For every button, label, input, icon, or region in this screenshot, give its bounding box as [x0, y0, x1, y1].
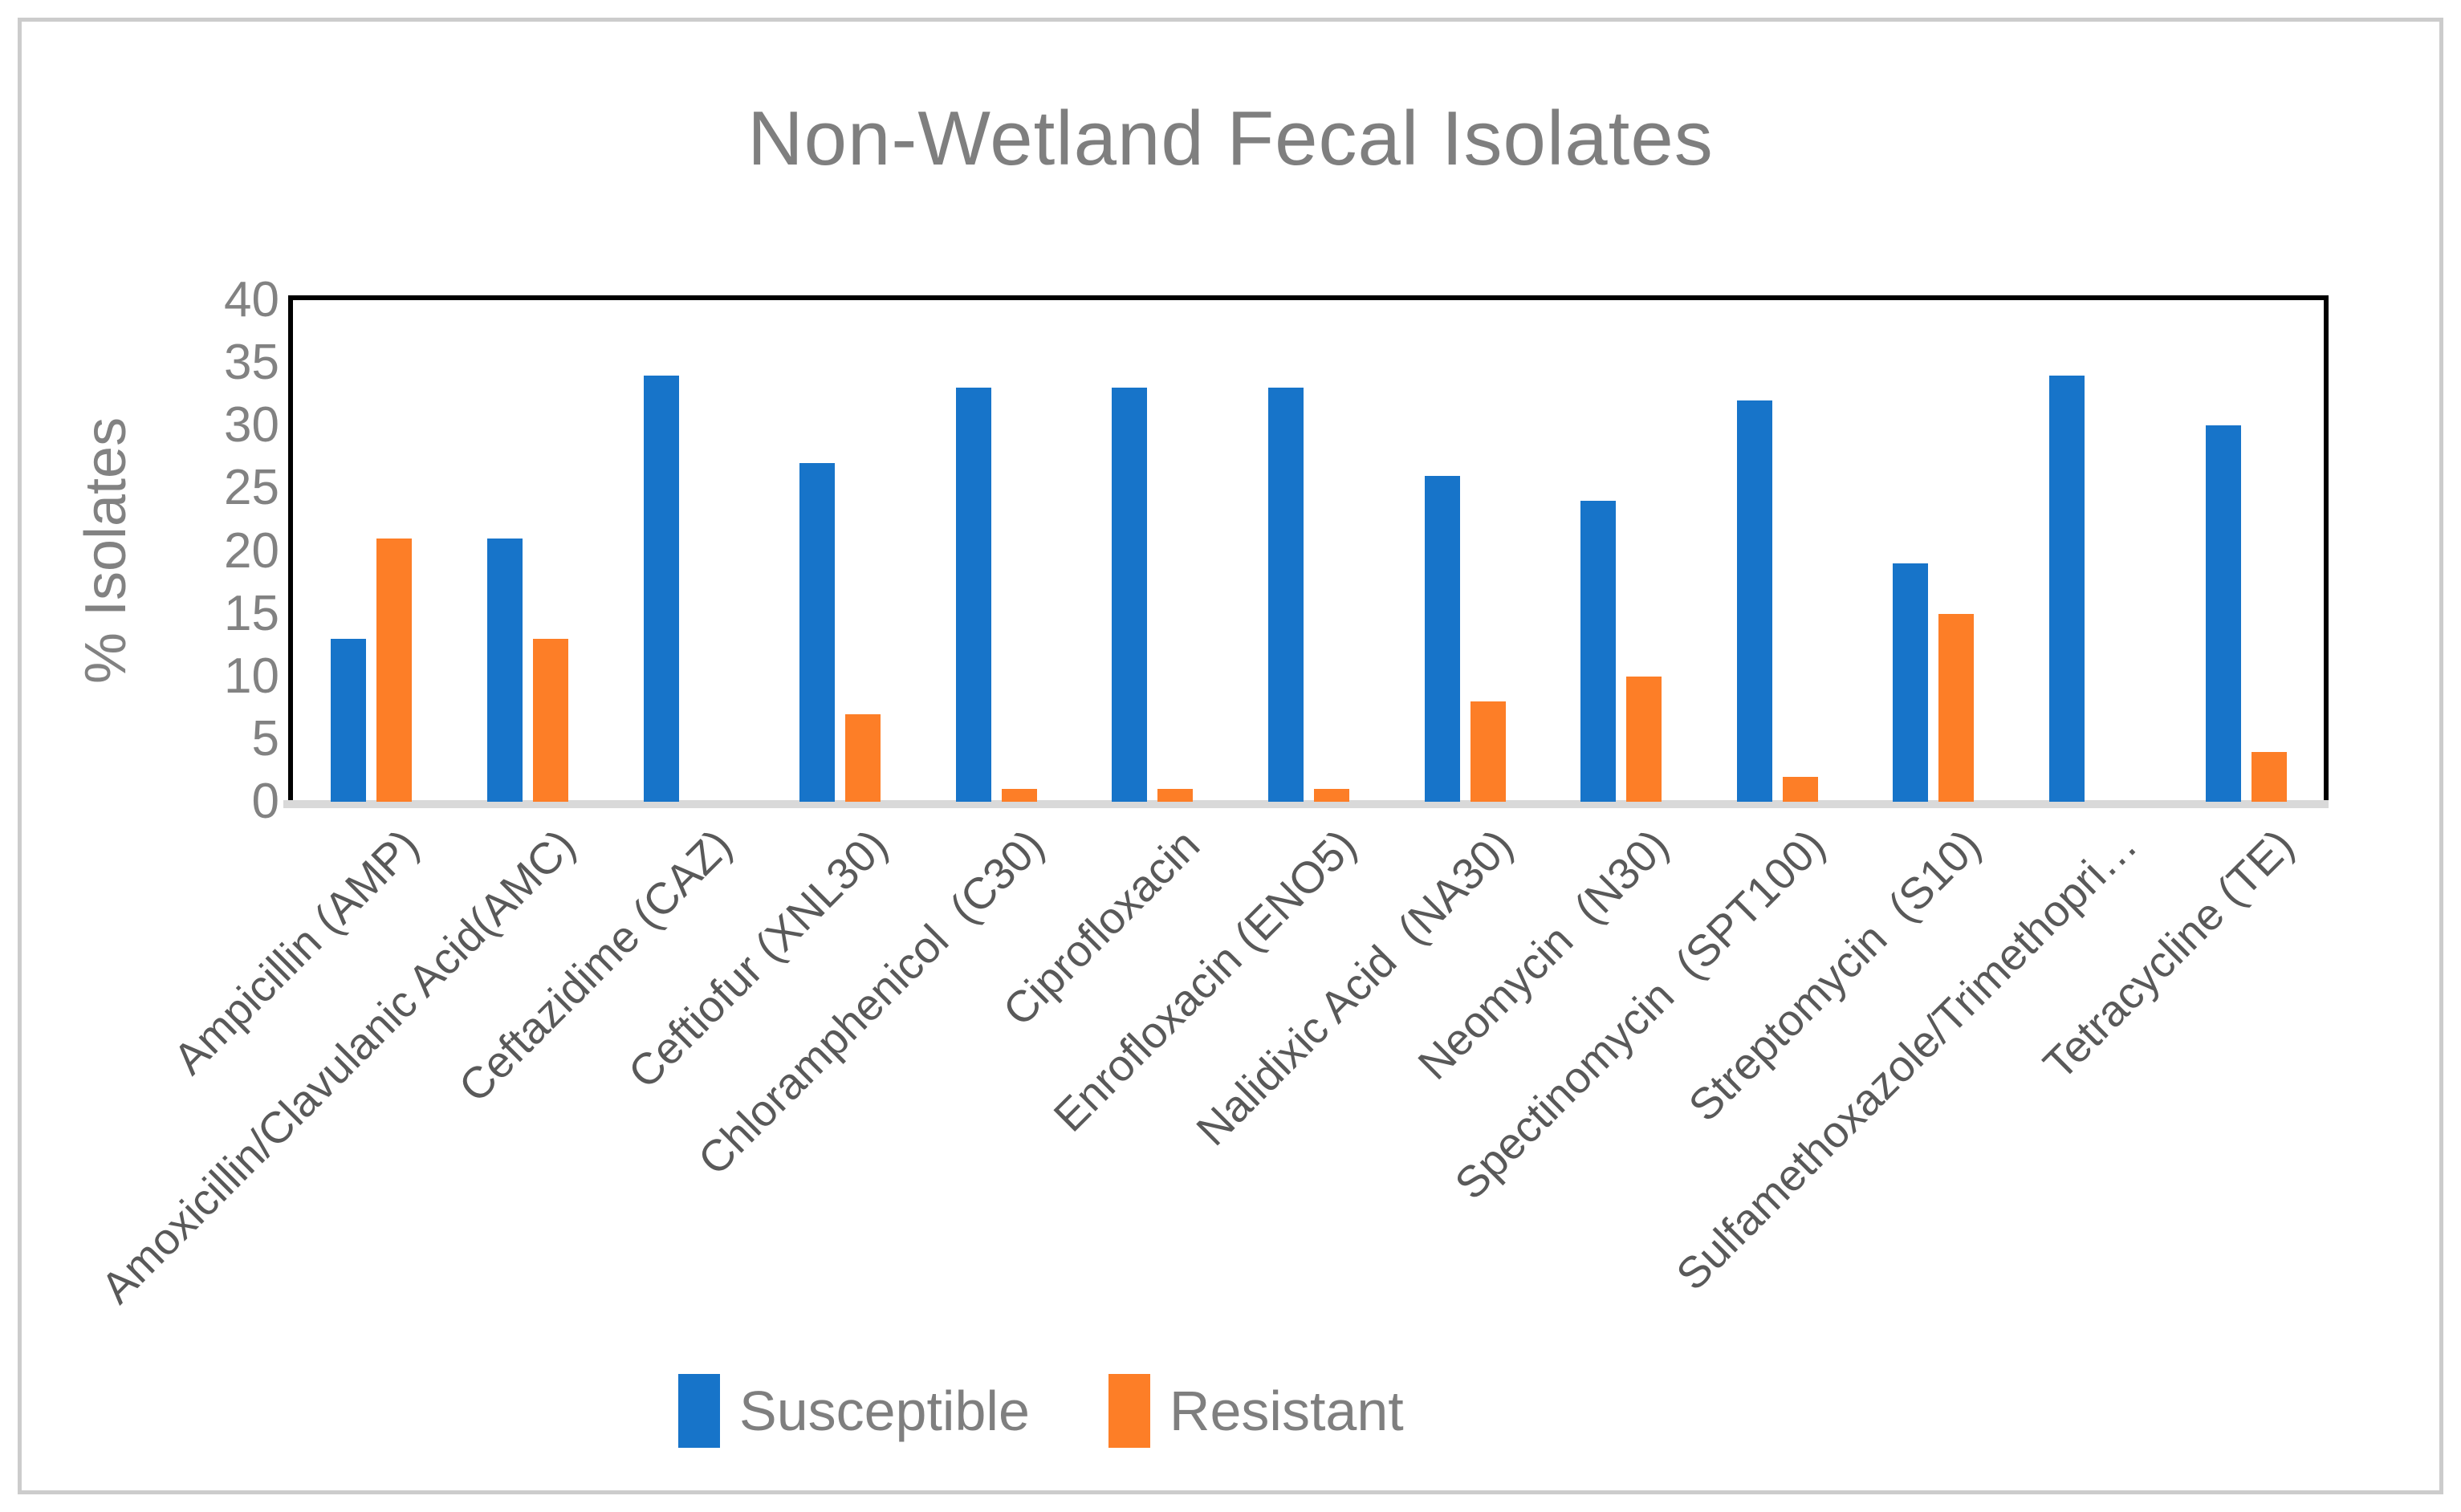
y-tick-label: 30 [224, 397, 279, 453]
bar-susceptible [1580, 501, 1617, 802]
bar-resistant [2251, 751, 2287, 802]
bar-susceptible [1112, 388, 1148, 802]
bar-resistant [1626, 676, 1662, 802]
legend-label: Resistant [1169, 1380, 1404, 1442]
bar-susceptible [1268, 388, 1304, 802]
bar-resistant [1938, 613, 1975, 802]
y-tick-label: 0 [251, 774, 279, 829]
bar-resistant [1001, 789, 1037, 802]
legend-swatch-susceptible [678, 1374, 720, 1448]
bar-susceptible [331, 638, 367, 802]
x-axis-baseline [283, 800, 2329, 808]
bar-resistant [1314, 789, 1349, 802]
bar-susceptible [1424, 475, 1460, 802]
page-border [18, 18, 2443, 1494]
bar-susceptible [643, 375, 679, 802]
legend: Susceptible Resistant [678, 1374, 1404, 1448]
y-tick-label: 35 [224, 335, 279, 391]
bar-resistant [1157, 789, 1194, 802]
legend-item-resistant: Resistant [1108, 1374, 1404, 1448]
y-tick-label: 40 [224, 272, 279, 327]
bar-resistant [845, 713, 881, 802]
chart-title: Non-Wetland Fecal Isolates [747, 96, 1714, 181]
y-tick-label: 15 [224, 585, 279, 641]
bar-susceptible [486, 538, 523, 802]
bar-susceptible [2205, 425, 2241, 802]
bar-susceptible [2049, 375, 2085, 802]
legend-swatch-resistant [1108, 1374, 1150, 1448]
bar-resistant [1470, 701, 1506, 802]
bar-susceptible [799, 463, 836, 802]
bar-susceptible [955, 388, 991, 802]
plot-area [288, 295, 2329, 807]
y-tick-label: 10 [224, 648, 279, 704]
y-tick-label: 20 [224, 522, 279, 579]
y-tick-label: 25 [224, 460, 279, 516]
bar-resistant [1782, 776, 1818, 802]
bar-resistant [376, 538, 413, 802]
bar-susceptible [1893, 563, 1929, 802]
legend-label: Susceptible [739, 1380, 1030, 1442]
legend-item-susceptible: Susceptible [678, 1374, 1030, 1448]
bar-susceptible [1736, 400, 1772, 802]
bar-resistant [532, 638, 568, 802]
y-tick-label: 5 [251, 710, 279, 766]
